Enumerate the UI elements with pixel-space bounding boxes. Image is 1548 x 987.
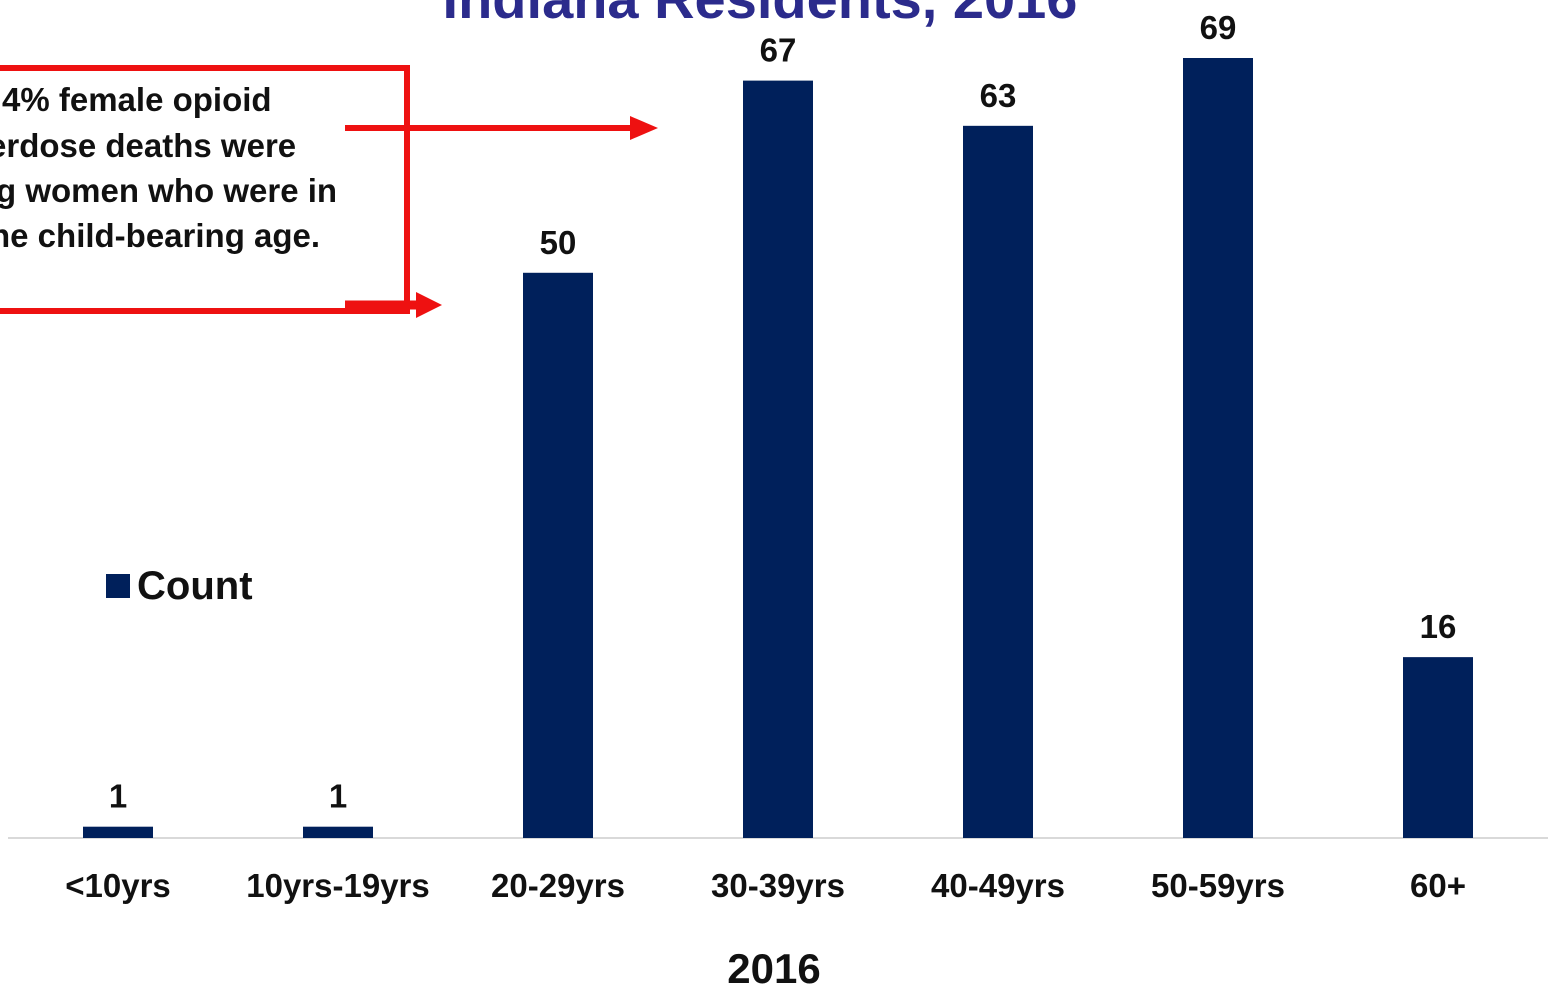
data-label-1: 1 [329, 778, 347, 815]
x-axis-title: 2016 [727, 945, 820, 987]
bar-3 [743, 80, 813, 838]
callout-line-3: g women who were in [0, 172, 337, 209]
bar-0 [83, 826, 153, 838]
chart-title: Indiana Residents, 2016 [443, 0, 1078, 30]
bars-group [83, 58, 1473, 839]
x-tick-label-3: 30-39yrs [711, 867, 845, 904]
bar-4 [963, 125, 1033, 838]
x-tick-label-2: 20-29yrs [491, 867, 625, 904]
bar-6 [1403, 657, 1473, 838]
data-label-2: 50 [540, 224, 577, 261]
bar-5 [1183, 58, 1253, 838]
data-label-5: 69 [1200, 9, 1237, 46]
legend: Count [106, 564, 253, 608]
callout: 4% female opioid erdose deaths were g wo… [0, 65, 658, 318]
callout-arrow-lower-head [416, 292, 442, 318]
x-tick-label-0: <10yrs [65, 867, 171, 904]
x-tick-label-4: 40-49yrs [931, 867, 1065, 904]
data-label-3: 67 [760, 32, 797, 69]
x-tick-label-5: 50-59yrs [1151, 867, 1285, 904]
x-tick-label-6: 60+ [1410, 867, 1466, 904]
callout-border [0, 65, 410, 314]
bar-1 [303, 826, 373, 838]
legend-label-count: Count [137, 564, 253, 608]
callout-line-2: erdose deaths were [0, 127, 296, 164]
x-tick-labels-group: <10yrs 10yrs-19yrs 20-29yrs 30-39yrs 40-49yr… [65, 867, 1466, 904]
callout-line-4: he child-bearing age. [0, 217, 320, 254]
legend-swatch-count [106, 574, 130, 598]
callout-arrow-upper-head [630, 116, 658, 140]
bar-2 [523, 272, 593, 839]
x-tick-label-1: 10yrs-19yrs [246, 867, 430, 904]
data-label-6: 16 [1420, 608, 1457, 645]
data-label-4: 63 [980, 77, 1017, 114]
data-label-0: 1 [109, 778, 127, 815]
data-labels-group: 1 1 50 67 63 69 16 [109, 9, 1457, 815]
callout-line-1: 4% female opioid [2, 81, 272, 118]
